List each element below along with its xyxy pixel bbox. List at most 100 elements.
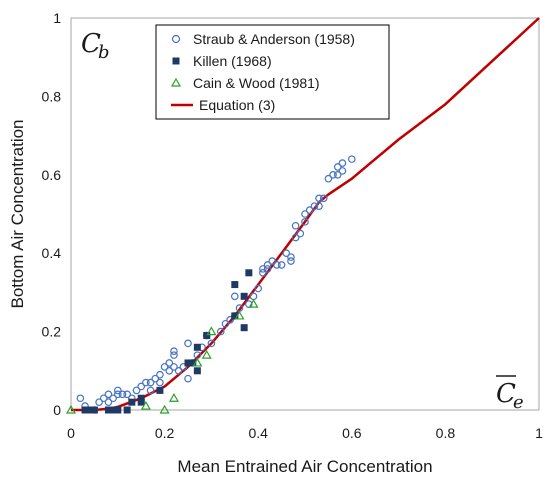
straub-point [268, 257, 277, 265]
legend-marker-cain [170, 77, 182, 87]
straub-point [170, 363, 178, 371]
straub-point [184, 339, 192, 348]
killen-point [156, 386, 164, 394]
svg-text:e: e [513, 392, 524, 413]
straub-point [114, 390, 122, 399]
straub-point [315, 202, 323, 210]
straub-point [142, 378, 150, 387]
killen-point [231, 281, 239, 289]
straub-point [338, 159, 347, 167]
killen-point [114, 406, 122, 414]
straub-point [333, 163, 342, 171]
straub-point [179, 363, 188, 371]
straub-point [291, 221, 300, 230]
straub-point [273, 261, 281, 269]
straub-point [347, 155, 356, 163]
y-tick-labels: 0 0.2 0.4 0.6 0.8 1 [42, 10, 62, 418]
svg-text:C: C [496, 379, 516, 409]
straub-point [221, 319, 230, 328]
legend-box [155, 24, 390, 120]
straub-point [207, 339, 216, 348]
data-series [65, 17, 540, 414]
killen-point [81, 406, 89, 414]
legend-label-killen: Killen (1968) [193, 53, 272, 69]
y-tick-label: 1 [53, 10, 61, 26]
legend-label-equation: Equation (3) [199, 97, 275, 113]
cain-point [65, 404, 77, 414]
straub-point [254, 284, 263, 293]
killen-point [240, 292, 248, 300]
killen-point [86, 406, 94, 414]
straub-point [282, 249, 291, 258]
straub-point [156, 378, 164, 387]
y-tick-label: 0.2 [42, 324, 62, 340]
x-tick-label: 0.8 [436, 425, 456, 441]
straub-point [287, 257, 295, 265]
legend-marker-killen [172, 57, 180, 65]
straub-point [216, 327, 225, 336]
x-tick-label: 1 [535, 425, 543, 441]
cain-point [201, 349, 212, 359]
straub-point [324, 174, 333, 183]
y-tick-label: 0 [53, 402, 61, 418]
straub-point [104, 398, 113, 406]
cain-point [159, 404, 170, 414]
x-tick-labels: 0 0.2 0.4 0.6 0.8 1 [67, 425, 543, 441]
killen-point [203, 332, 211, 340]
straub-point [296, 229, 305, 238]
cain-point [206, 326, 217, 336]
x-tick-label: 0.2 [155, 425, 175, 441]
cain-point [140, 400, 151, 410]
y-tick-label: 0.4 [42, 245, 62, 261]
straub-point [123, 390, 131, 399]
straub-point [263, 261, 272, 269]
corner-label-ce: C e [496, 375, 524, 413]
cain-point [168, 393, 179, 402]
straub-point [305, 206, 314, 214]
straub-point [174, 366, 183, 375]
straub-point [301, 218, 309, 226]
x-tick-label: 0.6 [342, 425, 362, 441]
straub-point [165, 359, 174, 367]
straub-point [184, 374, 192, 383]
y-tick-label: 0.6 [42, 167, 62, 183]
killen-point [137, 394, 145, 402]
legend: Straub & Anderson (1958) Killen (1968) C… [155, 24, 390, 120]
legend-label-straub: Straub & Anderson (1958) [193, 31, 355, 47]
straub-point [170, 351, 178, 359]
straub-point [137, 382, 146, 391]
killen-point [193, 343, 201, 351]
killen-point [193, 367, 201, 375]
x-tick-label: 0.4 [248, 425, 268, 441]
straub-point [99, 394, 108, 403]
straub-point [263, 265, 272, 273]
straub-point [291, 233, 300, 242]
y-tick-label: 0.8 [42, 88, 62, 104]
straub-point [319, 194, 328, 203]
straub-point [310, 202, 319, 210]
killen-point [123, 406, 131, 414]
killen-point [128, 398, 136, 406]
straub-point [160, 363, 169, 371]
straub-point [146, 378, 155, 387]
straub-point [226, 316, 234, 324]
straub-point [76, 394, 85, 403]
killen-point [189, 359, 197, 367]
straub-point [231, 292, 239, 301]
straub-point [114, 386, 122, 395]
legend-label-cain: Cain & Wood (1981) [193, 75, 320, 91]
straub-point [277, 261, 286, 269]
cain-point [192, 357, 203, 367]
straub-point [338, 167, 347, 175]
killen-point [104, 406, 112, 414]
y-axis-title: Bottom Air Concentration [8, 120, 27, 309]
legend-marker-straub [171, 34, 181, 44]
straub-point [170, 347, 178, 356]
straub-point [151, 374, 160, 383]
straub-point [118, 390, 127, 399]
svg-text:C: C [81, 29, 101, 59]
corner-label-cb: C b [81, 29, 110, 63]
cain-point [234, 310, 245, 320]
straub-point [259, 268, 267, 277]
